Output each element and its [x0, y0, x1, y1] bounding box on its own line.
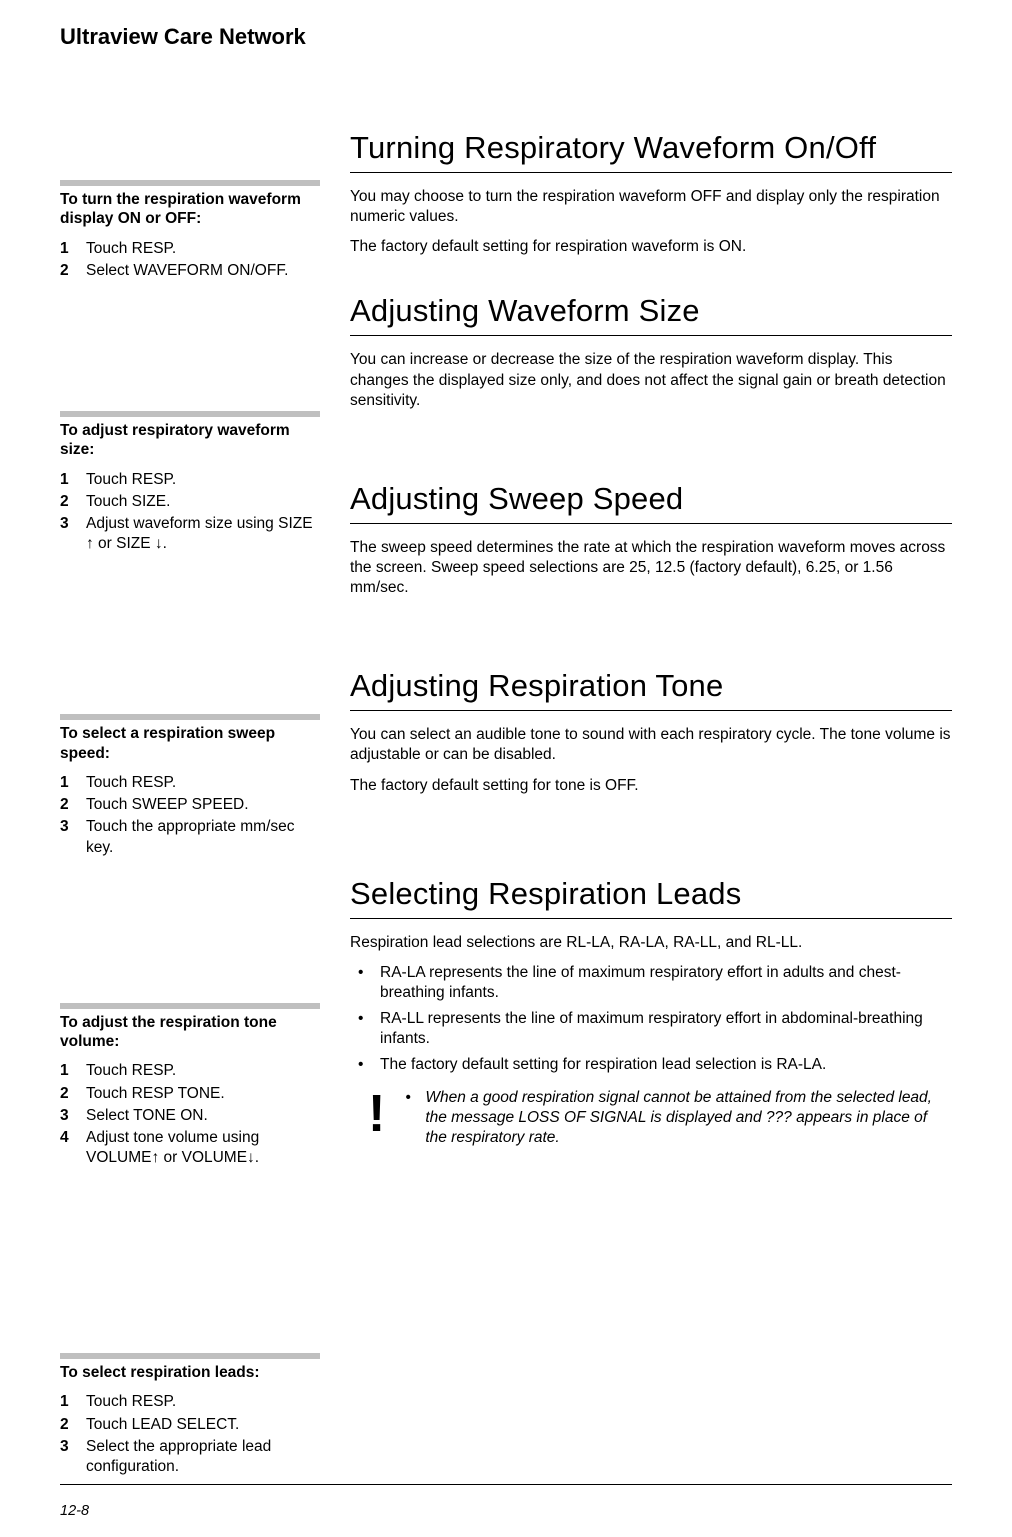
sidebar-step: 3Select the appropriate lead configurati…	[60, 1437, 320, 1477]
sidebar-step-text: Touch RESP.	[86, 239, 320, 259]
section-rule	[350, 710, 952, 711]
sidebar-step-text: Touch SIZE.	[86, 492, 320, 512]
body-paragraph: The factory default setting for respirat…	[350, 237, 952, 257]
sidebar-block-waveform-onoff: To turn the respiration waveform display…	[60, 180, 320, 281]
main-content: Turning Respiratory Waveform On/Off You …	[350, 130, 952, 1517]
sidebar-step: 3Select TONE ON.	[60, 1106, 320, 1126]
sidebar-step: 1Touch RESP.	[60, 773, 320, 793]
content-columns: To turn the respiration waveform display…	[60, 130, 952, 1517]
exclamation-icon: !	[368, 1094, 385, 1136]
sidebar-step: 1Touch RESP.	[60, 1392, 320, 1412]
body-paragraph: You can increase or decrease the size of…	[350, 350, 952, 410]
section-waveform-onoff: Turning Respiratory Waveform On/Off You …	[350, 130, 952, 257]
sidebar-block-sweep-speed: To select a respiration sweep speed: 1To…	[60, 714, 320, 857]
sidebar-step-text: Touch LEAD SELECT.	[86, 1415, 320, 1435]
section-heading: Adjusting Waveform Size	[350, 293, 952, 329]
body-paragraph: Respiration lead selections are RL-LA, R…	[350, 933, 952, 953]
sidebar-step: 1Touch RESP.	[60, 470, 320, 490]
body-paragraph: You may choose to turn the respiration w…	[350, 187, 952, 227]
sidebar-step-text: Touch RESP.	[86, 1061, 320, 1081]
sidebar-title: To adjust the respiration tone volume:	[60, 1013, 320, 1052]
sidebar-block-respiration-leads: To select respiration leads: 1Touch RESP…	[60, 1353, 320, 1477]
sidebar-title: To turn the respiration waveform display…	[60, 190, 320, 229]
page: Ultraview Care Network To turn the respi…	[0, 0, 1012, 1537]
sidebar-step-text: Touch RESP TONE.	[86, 1084, 320, 1104]
sidebar-title: To select a respiration sweep speed:	[60, 724, 320, 763]
sidebar-rule	[60, 1353, 320, 1359]
sidebar-step: 3Adjust waveform size using SIZE ↑ or SI…	[60, 514, 320, 554]
section-respiration-leads: Selecting Respiration Leads Respiration …	[350, 876, 952, 1148]
sidebar-block-respiration-tone: To adjust the respiration tone volume: 1…	[60, 1003, 320, 1168]
sidebar-rule	[60, 1003, 320, 1009]
sidebar-rule	[60, 411, 320, 417]
sidebar-step: 2Select WAVEFORM ON/OFF.	[60, 261, 320, 281]
section-waveform-size: Adjusting Waveform Size You can increase…	[350, 293, 952, 410]
section-rule	[350, 523, 952, 524]
body-paragraph: The sweep speed determines the rate at w…	[350, 538, 952, 598]
sidebar-step: 1Touch RESP.	[60, 1061, 320, 1081]
section-heading: Adjusting Sweep Speed	[350, 481, 952, 517]
sidebar-step: 3Touch the appropriate mm/sec key.	[60, 817, 320, 857]
sidebar-step: 2Touch LEAD SELECT.	[60, 1415, 320, 1435]
sidebar-steps: 1Touch RESP. 2Touch LEAD SELECT. 3Select…	[60, 1392, 320, 1477]
sidebar-step: 1Touch RESP.	[60, 239, 320, 259]
footer-rule	[60, 1484, 952, 1485]
sidebar-rule	[60, 180, 320, 186]
document-title: Ultraview Care Network	[60, 24, 952, 50]
sidebar: To turn the respiration waveform display…	[60, 130, 320, 1517]
section-heading: Selecting Respiration Leads	[350, 876, 952, 912]
bullet-item: The factory default setting for respirat…	[368, 1055, 952, 1075]
sidebar-step: 2Touch SIZE.	[60, 492, 320, 512]
sidebar-step: 2Touch RESP TONE.	[60, 1084, 320, 1104]
bullet-list: RA-LA represents the line of maximum res…	[350, 963, 952, 1076]
sidebar-steps: 1Touch RESP. 2Touch RESP TONE. 3Select T…	[60, 1061, 320, 1168]
sidebar-step-text: Touch RESP.	[86, 1392, 320, 1412]
section-rule	[350, 918, 952, 919]
section-rule	[350, 335, 952, 336]
body-paragraph: The factory default setting for tone is …	[350, 776, 952, 796]
sidebar-step: 2Touch SWEEP SPEED.	[60, 795, 320, 815]
sidebar-step-text: Adjust tone volume using VOLUME↑ or VOLU…	[86, 1128, 320, 1168]
important-note: ! When a good respiration signal cannot …	[350, 1088, 952, 1148]
section-heading: Turning Respiratory Waveform On/Off	[350, 130, 952, 166]
body-paragraph: You can select an audible tone to sound …	[350, 725, 952, 765]
bullet-item: RA-LA represents the line of maximum res…	[368, 963, 952, 1003]
sidebar-step: 4Adjust tone volume using VOLUME↑ or VOL…	[60, 1128, 320, 1168]
sidebar-block-waveform-size: To adjust respiratory waveform size: 1To…	[60, 411, 320, 554]
important-text: When a good respiration signal cannot be…	[403, 1088, 952, 1148]
sidebar-step-text: Adjust waveform size using SIZE ↑ or SIZ…	[86, 514, 320, 554]
sidebar-title: To adjust respiratory waveform size:	[60, 421, 320, 460]
sidebar-rule	[60, 714, 320, 720]
sidebar-steps: 1Touch RESP. 2Select WAVEFORM ON/OFF.	[60, 239, 320, 281]
sidebar-step-text: Select TONE ON.	[86, 1106, 320, 1126]
sidebar-step-text: Touch RESP.	[86, 470, 320, 490]
section-respiration-tone: Adjusting Respiration Tone You can selec…	[350, 668, 952, 795]
sidebar-step-text: Select the appropriate lead configuratio…	[86, 1437, 320, 1477]
section-heading: Adjusting Respiration Tone	[350, 668, 952, 704]
sidebar-step-text: Touch SWEEP SPEED.	[86, 795, 320, 815]
sidebar-step-text: Touch the appropriate mm/sec key.	[86, 817, 320, 857]
sidebar-title: To select respiration leads:	[60, 1363, 320, 1382]
section-sweep-speed: Adjusting Sweep Speed The sweep speed de…	[350, 481, 952, 598]
section-rule	[350, 172, 952, 173]
bullet-item: RA-LL represents the line of maximum res…	[368, 1009, 952, 1049]
sidebar-step-text: Touch RESP.	[86, 773, 320, 793]
sidebar-step-text: Select WAVEFORM ON/OFF.	[86, 261, 320, 281]
page-number: 12-8	[60, 1503, 89, 1519]
sidebar-steps: 1Touch RESP. 2Touch SIZE. 3Adjust wavefo…	[60, 470, 320, 555]
sidebar-steps: 1Touch RESP. 2Touch SWEEP SPEED. 3Touch …	[60, 773, 320, 858]
